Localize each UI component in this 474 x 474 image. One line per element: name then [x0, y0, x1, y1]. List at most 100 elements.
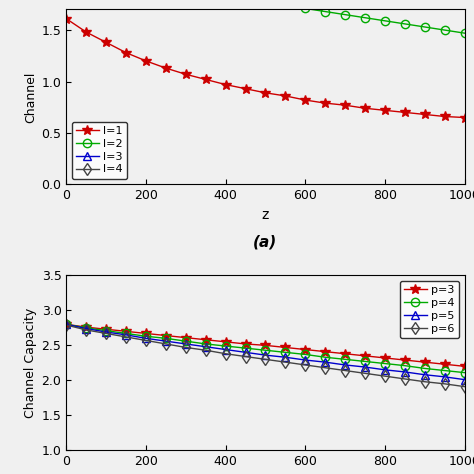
p=3: [203, 337, 209, 343]
l=2: [402, 21, 408, 27]
p=6: [263, 356, 268, 362]
p=3: [103, 327, 109, 332]
p=5: [223, 346, 228, 352]
p=5: [83, 326, 89, 331]
p=3: [462, 364, 467, 369]
p=4: [442, 368, 447, 374]
p=6: [123, 334, 129, 340]
p=6: [223, 351, 228, 356]
l=2: [422, 24, 428, 30]
p=5: [462, 377, 467, 383]
l=1: [203, 77, 209, 82]
Y-axis label: Channel Capacity: Channel Capacity: [25, 308, 37, 418]
p=5: [203, 344, 209, 350]
Line: p=6: p=6: [62, 321, 469, 391]
p=4: [422, 365, 428, 371]
p=5: [283, 355, 288, 360]
Line: p=3: p=3: [62, 319, 469, 371]
Legend: l=1, l=2, l=3, l=4: l=1, l=2, l=3, l=4: [72, 122, 127, 179]
p=6: [103, 330, 109, 336]
p=5: [163, 338, 169, 344]
l=1: [123, 50, 129, 55]
p=5: [402, 369, 408, 375]
p=6: [462, 384, 467, 390]
p=3: [382, 355, 388, 361]
p=6: [342, 368, 348, 374]
p=3: [442, 361, 447, 367]
p=6: [283, 359, 288, 365]
p=5: [103, 329, 109, 335]
X-axis label: z: z: [262, 208, 269, 222]
l=1: [462, 115, 467, 120]
l=1: [402, 109, 408, 115]
p=4: [143, 333, 149, 339]
p=6: [243, 354, 248, 359]
p=5: [362, 364, 368, 370]
p=3: [322, 349, 328, 355]
p=5: [123, 332, 129, 337]
p=3: [302, 346, 308, 352]
l=1: [382, 108, 388, 113]
p=3: [342, 351, 348, 356]
p=5: [442, 374, 447, 380]
p=6: [203, 347, 209, 353]
l=1: [422, 111, 428, 117]
p=4: [462, 370, 467, 375]
p=4: [362, 359, 368, 365]
l=2: [462, 30, 467, 36]
l=1: [283, 93, 288, 99]
l=1: [342, 102, 348, 108]
p=4: [342, 356, 348, 362]
p=5: [243, 349, 248, 355]
p=6: [64, 322, 69, 328]
l=1: [302, 97, 308, 103]
p=3: [183, 335, 189, 340]
Line: l=2: l=2: [301, 4, 469, 37]
p=6: [163, 341, 169, 347]
p=3: [283, 345, 288, 350]
p=5: [64, 321, 69, 327]
p=4: [203, 341, 209, 347]
p=6: [322, 365, 328, 371]
Line: p=4: p=4: [62, 320, 469, 377]
p=4: [283, 349, 288, 355]
p=3: [223, 339, 228, 345]
Y-axis label: Channel: Channel: [24, 71, 37, 123]
p=5: [342, 362, 348, 368]
p=6: [442, 381, 447, 387]
p=6: [183, 345, 189, 350]
p=4: [103, 328, 109, 334]
p=4: [83, 325, 89, 331]
p=3: [263, 343, 268, 348]
p=6: [302, 362, 308, 368]
p=4: [263, 347, 268, 353]
l=2: [302, 6, 308, 11]
p=4: [183, 338, 189, 344]
p=6: [402, 376, 408, 382]
p=3: [422, 359, 428, 365]
p=5: [422, 372, 428, 378]
l=2: [362, 15, 368, 20]
p=4: [382, 361, 388, 366]
p=3: [83, 324, 89, 330]
p=5: [143, 336, 149, 341]
l=1: [362, 105, 368, 111]
p=4: [163, 336, 169, 341]
l=1: [322, 100, 328, 106]
p=5: [382, 367, 388, 373]
p=3: [362, 353, 368, 359]
l=1: [64, 16, 69, 22]
p=6: [143, 337, 149, 343]
l=2: [322, 9, 328, 14]
p=4: [243, 345, 248, 351]
p=4: [123, 330, 129, 336]
p=5: [183, 341, 189, 347]
p=6: [382, 374, 388, 379]
p=4: [302, 352, 308, 357]
Legend: p=3, p=4, p=5, p=6: p=3, p=4, p=5, p=6: [400, 281, 459, 338]
l=1: [263, 90, 268, 96]
p=6: [362, 371, 368, 376]
p=5: [302, 357, 308, 363]
l=1: [442, 114, 447, 119]
p=6: [83, 327, 89, 333]
